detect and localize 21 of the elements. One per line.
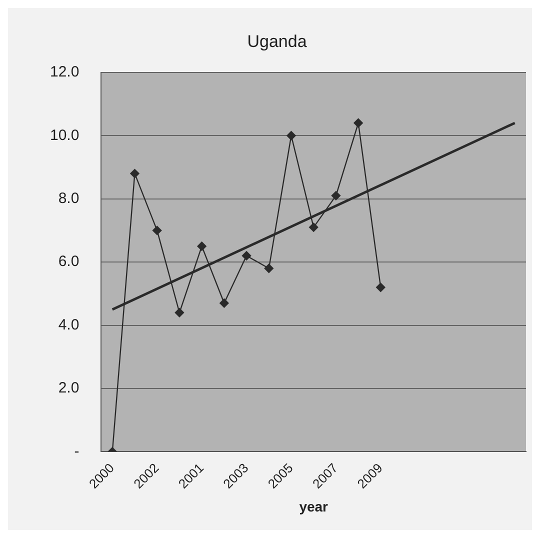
point (331, 191, 341, 200)
point (308, 222, 318, 232)
point (354, 118, 363, 128)
y-tick-label: 12.0 (50, 64, 80, 81)
point (286, 131, 296, 140)
x-axis-title: year (299, 498, 329, 514)
y-tick-label: 8.0 (58, 190, 80, 207)
point (242, 251, 252, 260)
point (130, 168, 140, 178)
point (152, 226, 162, 236)
point (174, 308, 184, 318)
point (220, 298, 229, 308)
y-tick-label: 2.0 (58, 380, 80, 397)
y-tick-label: - (74, 442, 80, 460)
point (197, 242, 206, 251)
point (264, 264, 274, 273)
y-tick-label: 10.0 (50, 126, 80, 144)
point (376, 282, 386, 292)
y-tick-label: 6.0 (58, 253, 80, 270)
y-tick-label: 4.0 (58, 316, 80, 334)
chart-title: Uganda (247, 32, 308, 51)
